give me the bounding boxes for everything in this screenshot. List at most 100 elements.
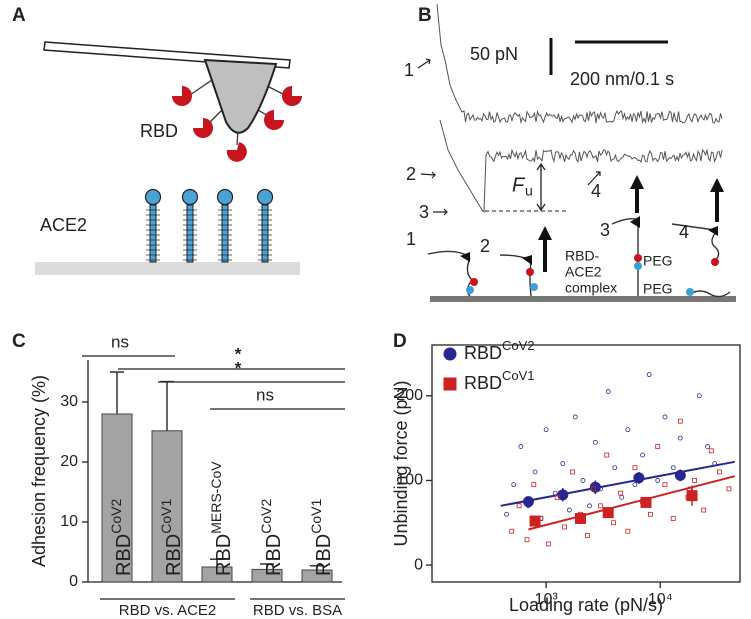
data-point: [708, 448, 714, 454]
data-point: [554, 494, 560, 500]
pointer-arrows: [417, 58, 601, 216]
data-point: [562, 524, 567, 530]
group-label: RBD vs. BSA: [253, 602, 342, 619]
legend-label: RBDCoV1: [464, 368, 535, 393]
data-point: [701, 507, 707, 513]
force-trace: [436, 3, 723, 125]
data-point: [605, 389, 611, 394]
fit-line: [500, 460, 735, 507]
peg-label: PEG: [643, 281, 673, 297]
force-traces: [436, 3, 723, 214]
data-point: [677, 418, 683, 424]
y-tick-label: 0: [414, 556, 423, 573]
data-point: [646, 372, 652, 378]
data-point: [524, 537, 530, 543]
complex-label: ACE2: [565, 264, 602, 280]
label-superscript: CoV2: [502, 338, 535, 353]
surface: [430, 296, 736, 302]
data-point: [611, 520, 616, 526]
trace-label: 3: [419, 202, 429, 222]
label-superscript: CoV1: [502, 368, 535, 383]
receptor-stem: [221, 204, 229, 263]
data-point: [717, 469, 722, 475]
bar: [101, 413, 133, 583]
bar-label: RBDCoV2: [108, 499, 136, 576]
data-point: [632, 465, 638, 471]
complex-label: RBD-: [565, 248, 600, 264]
mean-point: [529, 515, 541, 527]
receptor-stem: [149, 204, 157, 263]
distance-scale-label: 200 nm/0.1 s: [570, 69, 674, 89]
data-point: [518, 444, 524, 449]
data-point: [726, 486, 732, 492]
bar: [201, 566, 233, 583]
step-label: 3: [600, 220, 610, 240]
peg-label: PEG: [643, 253, 673, 269]
force-subscript: u: [525, 183, 533, 199]
complex-label: complex: [565, 280, 617, 296]
step-label: 1: [406, 229, 416, 249]
label-superscript: CoV2: [108, 499, 124, 534]
label-superscript: CoV1: [158, 499, 174, 534]
afm-tip: [203, 58, 278, 134]
force-symbol: F: [512, 174, 526, 196]
data-point: [592, 439, 598, 445]
data-point: [543, 427, 549, 433]
ace2-label: ACE2: [40, 215, 87, 235]
legend-marker: [443, 347, 457, 361]
fit-line: [528, 475, 736, 531]
label-superscript: CoV1: [308, 499, 324, 534]
bar: [251, 568, 283, 583]
data-point: [618, 490, 624, 496]
bar-label: RBDMERS-CoV: [208, 461, 236, 576]
data-point: [647, 511, 653, 517]
label-base: RBD: [464, 343, 502, 363]
data-point: [546, 541, 551, 547]
bar: [301, 569, 333, 583]
label-superscript: CoV2: [258, 499, 274, 534]
mean-point: [640, 496, 652, 508]
force-scale-label: 50 pN: [470, 44, 518, 64]
y-axis-label: Unbinding force (pN): [391, 380, 411, 546]
y-tick-label: 200: [396, 387, 423, 404]
mean-point: [602, 507, 614, 519]
data-point: [604, 452, 610, 458]
data-point: [655, 444, 661, 449]
data-point: [670, 516, 676, 521]
y-tick-label: 0: [69, 573, 78, 590]
significance-label: *: [235, 358, 242, 377]
data-point: [504, 511, 509, 517]
data-point: [572, 414, 578, 420]
data-point: [619, 494, 625, 500]
label-base: RBD: [113, 534, 135, 576]
data-point: [531, 482, 537, 488]
y-tick-label: 30: [60, 393, 78, 410]
data-point: [587, 503, 592, 509]
bar-label: RBDCoV1: [158, 499, 186, 576]
y-tick-label: 100: [396, 472, 423, 489]
data-point: [655, 478, 661, 483]
data-point: [632, 482, 638, 488]
receptor-head: [144, 188, 162, 206]
data-point: [570, 469, 575, 475]
mean-point: [522, 496, 534, 508]
data-point: [640, 452, 645, 458]
y-tick-label: 10: [60, 513, 78, 530]
data-point: [567, 507, 572, 513]
mean-point: [574, 513, 586, 525]
mean-point: [674, 469, 686, 481]
receptor-head: [256, 188, 274, 206]
plot-frame: [431, 344, 741, 583]
data-point: [580, 478, 586, 483]
receptors: [144, 188, 274, 263]
trace-label: 2: [406, 164, 416, 184]
x-tick-label: 10⁴: [648, 591, 673, 608]
data-point: [598, 503, 603, 509]
data-point: [662, 482, 668, 488]
data-point: [612, 465, 618, 471]
label-base: RBD: [163, 534, 185, 576]
data-point: [692, 478, 697, 483]
panel-label: A: [12, 5, 26, 26]
label-base: RBD: [263, 534, 285, 576]
